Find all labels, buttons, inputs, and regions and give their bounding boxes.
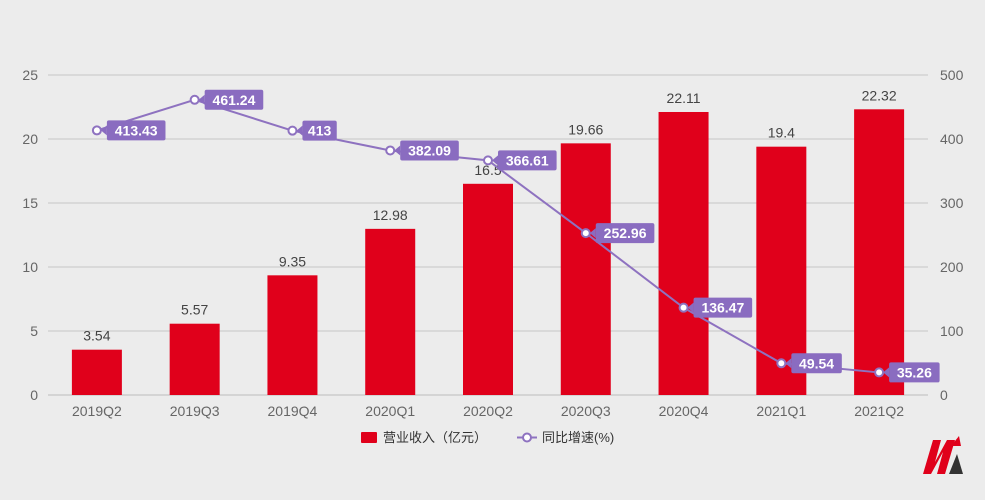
label-box (106, 120, 166, 141)
y-left-tick-label: 0 (30, 387, 38, 403)
x-tick-label: 2020Q1 (365, 403, 415, 419)
bar-data-label: 9.35 (279, 253, 306, 269)
bar-data-label: 22.11 (667, 90, 701, 106)
line-data-label-text: 382.09 (408, 142, 451, 158)
bar-data-label: 5.57 (181, 302, 208, 318)
line-data-label: 413 (296, 120, 337, 141)
line-point[interactable] (91, 125, 102, 136)
line-data-label-text: 252.96 (604, 225, 647, 241)
legend-bar-swatch (361, 432, 377, 443)
bar-data-label: 19.4 (768, 125, 795, 141)
line-point[interactable] (189, 94, 200, 105)
line-data-label: 413.43 (100, 120, 166, 141)
bar[interactable] (463, 183, 513, 395)
label-pointer (492, 155, 498, 166)
line-point[interactable] (678, 302, 689, 313)
line-point[interactable] (287, 125, 298, 136)
label-pointer (296, 125, 303, 136)
label-pointer (687, 302, 694, 313)
label-box (498, 150, 557, 171)
label-box (204, 89, 264, 110)
y-left-axis: 0 5 10 15 20 25 (22, 67, 38, 403)
label-box (889, 362, 940, 383)
bar[interactable] (658, 111, 709, 395)
bar-series (71, 109, 905, 395)
y-right-tick-label: 200 (940, 259, 964, 275)
y-left-tick-label: 25 (22, 67, 38, 83)
line-data-label-text: 413 (308, 123, 332, 139)
line-data-label: 49.54 (785, 353, 842, 374)
line-data-labels: 413.43 461.24 413 382.09 366.61 252.96 136.47 4… (100, 89, 940, 383)
y-right-tick-label: 0 (940, 387, 948, 403)
bar-data-label: 19.66 (568, 121, 603, 137)
line-point[interactable] (580, 228, 591, 239)
y-left-tick-label: 20 (22, 131, 38, 147)
x-tick-label: 2019Q2 (72, 403, 122, 419)
x-tick-label: 2020Q2 (463, 403, 513, 419)
y-left-tick-label: 10 (22, 259, 38, 275)
bar[interactable] (267, 275, 318, 395)
label-pointer (198, 94, 205, 105)
line-point[interactable] (874, 367, 885, 378)
y-left-tick-label: 15 (22, 195, 38, 211)
label-pointer (785, 358, 792, 369)
label-box (302, 120, 337, 141)
line-series (91, 94, 885, 378)
label-box (400, 140, 459, 161)
bar-data-label: 12.98 (373, 207, 408, 223)
x-tick-label: 2020Q3 (561, 403, 611, 419)
label-pointer (589, 228, 596, 239)
y-right-tick-label: 400 (940, 131, 964, 147)
legend: 营业收入（亿元） 同比增速(%) (361, 430, 614, 445)
x-axis: 2019Q2 2019Q3 2019Q4 2020Q1 2020Q2 2020Q3 2020… (72, 403, 904, 419)
label-pointer (394, 145, 401, 156)
y-right-tick-label: 500 (940, 67, 964, 83)
legend-item-bar[interactable]: 营业收入（亿元） (361, 430, 487, 445)
legend-item-line[interactable]: 同比增速(%) (517, 430, 614, 445)
y-left-tick-label: 5 (30, 323, 38, 339)
line-data-label-text: 49.54 (799, 355, 834, 371)
x-tick-label: 2019Q3 (170, 403, 220, 419)
line-point[interactable] (385, 145, 396, 156)
x-tick-label: 2019Q4 (268, 403, 318, 419)
line-data-label-text: 461.24 (213, 92, 256, 108)
legend-line-label: 同比增速(%) (542, 430, 614, 445)
line-data-label-text: 413.43 (115, 122, 158, 138)
label-box (595, 223, 655, 244)
line-point[interactable] (776, 358, 787, 369)
label-pointer (100, 125, 107, 136)
line-data-label: 382.09 (394, 140, 459, 161)
line-data-label-text: 35.26 (897, 364, 932, 380)
line-data-label: 461.24 (198, 89, 264, 110)
line-data-label: 136.47 (687, 297, 753, 318)
bar[interactable] (560, 143, 611, 395)
label-pointer (883, 367, 890, 378)
line-data-label: 252.96 (589, 223, 655, 244)
legend-bar-label: 营业收入（亿元） (383, 430, 487, 445)
bar[interactable] (365, 228, 416, 395)
x-tick-label: 2021Q2 (854, 403, 904, 419)
x-tick-label: 2021Q1 (756, 403, 806, 419)
bar[interactable] (71, 349, 122, 395)
x-tick-label: 2020Q4 (659, 403, 709, 419)
label-box (693, 297, 753, 318)
line-data-label-text: 136.47 (701, 300, 744, 316)
bar[interactable] (169, 323, 220, 395)
line-point[interactable] (483, 155, 493, 166)
bar-data-label: 22.32 (862, 87, 897, 103)
y-right-tick-label: 300 (940, 195, 964, 211)
line-data-label: 35.26 (883, 362, 940, 383)
y-right-tick-label: 100 (940, 323, 964, 339)
line-data-label-text: 366.61 (506, 152, 549, 168)
legend-line-marker (522, 432, 532, 443)
brand-logo (923, 436, 963, 474)
bar-data-label: 3.54 (83, 328, 110, 344)
label-box (791, 353, 842, 374)
y-right-axis: 0 100 200 300 400 500 (940, 67, 964, 403)
line-data-label: 366.61 (492, 150, 557, 171)
bar[interactable] (854, 109, 905, 395)
